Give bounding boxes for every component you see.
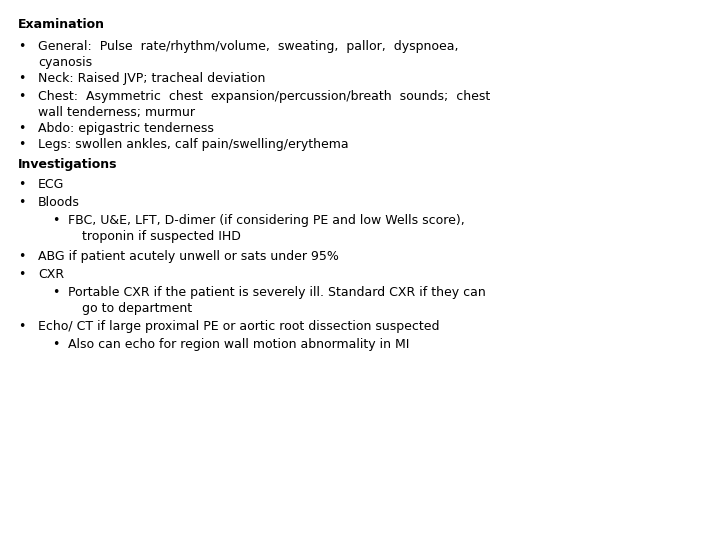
Text: Portable CXR if the patient is severely ill. Standard CXR if they can: Portable CXR if the patient is severely …: [68, 286, 486, 299]
Text: •: •: [52, 214, 59, 227]
Text: ABG if patient acutely unwell or sats under 95%: ABG if patient acutely unwell or sats un…: [38, 250, 339, 263]
Text: Echo/ CT if large proximal PE or aortic root dissection suspected: Echo/ CT if large proximal PE or aortic …: [38, 320, 439, 333]
Text: Legs: swollen ankles, calf pain/swelling/erythema: Legs: swollen ankles, calf pain/swelling…: [38, 138, 348, 151]
Text: •: •: [18, 178, 25, 191]
Text: •: •: [18, 196, 25, 209]
Text: •: •: [18, 72, 25, 85]
Text: Chest:  Asymmetric  chest  expansion/percussion/breath  sounds;  chest: Chest: Asymmetric chest expansion/percus…: [38, 90, 490, 103]
Text: CXR: CXR: [38, 268, 64, 281]
Text: wall tenderness; murmur: wall tenderness; murmur: [38, 106, 195, 119]
Text: cyanosis: cyanosis: [38, 56, 92, 69]
Text: •: •: [18, 320, 25, 333]
Text: Neck: Raised JVP; tracheal deviation: Neck: Raised JVP; tracheal deviation: [38, 72, 266, 85]
Text: •: •: [18, 122, 25, 135]
Text: General:  Pulse  rate/rhythm/volume,  sweating,  pallor,  dyspnoea,: General: Pulse rate/rhythm/volume, sweat…: [38, 40, 459, 53]
Text: Abdo: epigastric tenderness: Abdo: epigastric tenderness: [38, 122, 214, 135]
Text: Investigations: Investigations: [18, 158, 117, 171]
Text: go to department: go to department: [82, 302, 192, 315]
Text: •: •: [18, 138, 25, 151]
Text: •: •: [18, 250, 25, 263]
Text: •: •: [52, 338, 59, 351]
Text: Bloods: Bloods: [38, 196, 80, 209]
Text: Examination: Examination: [18, 18, 105, 31]
Text: •: •: [18, 40, 25, 53]
Text: FBC, U&E, LFT, D-dimer (if considering PE and low Wells score),: FBC, U&E, LFT, D-dimer (if considering P…: [68, 214, 464, 227]
Text: •: •: [52, 286, 59, 299]
Text: •: •: [18, 268, 25, 281]
Text: Also can echo for region wall motion abnormality in MI: Also can echo for region wall motion abn…: [68, 338, 410, 351]
Text: ECG: ECG: [38, 178, 64, 191]
Text: troponin if suspected IHD: troponin if suspected IHD: [82, 230, 241, 243]
Text: •: •: [18, 90, 25, 103]
